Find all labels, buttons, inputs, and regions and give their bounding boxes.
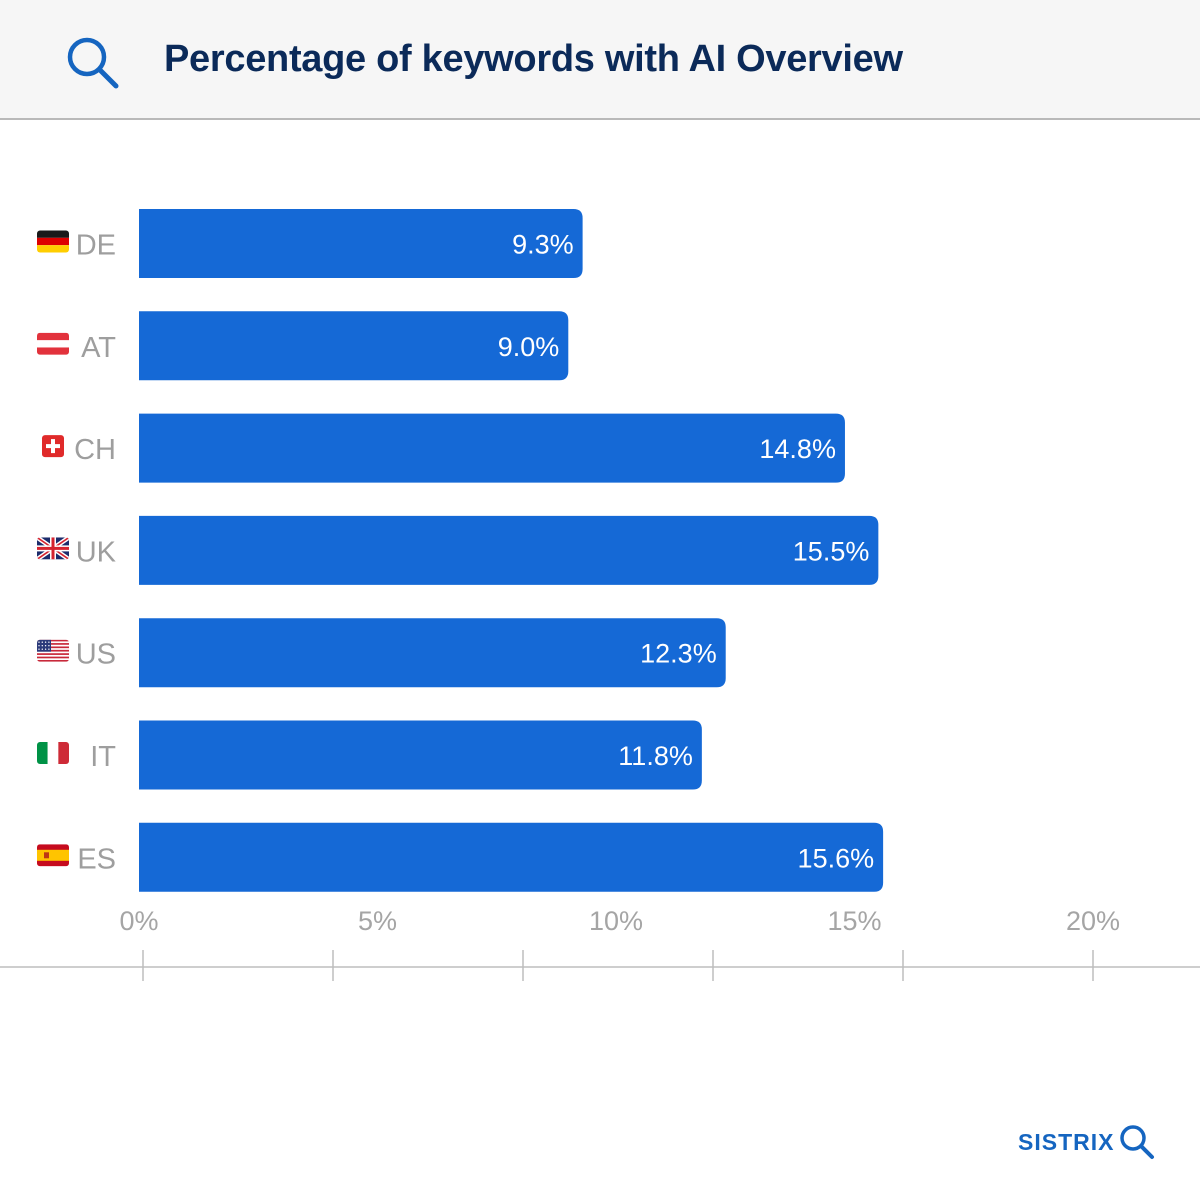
data-label-it: 11.8% <box>618 741 693 771</box>
bar-uk <box>139 515 879 585</box>
data-label-at: 9.0% <box>498 332 560 362</box>
flag-switzerland-icon <box>42 435 64 458</box>
category-label-us: US <box>76 639 116 671</box>
flag-united-states-icon <box>37 639 69 662</box>
category-label-ch: CH <box>74 434 116 466</box>
flag-united-kingdom-icon <box>37 537 69 560</box>
magnifier-icon <box>1120 1125 1155 1159</box>
search-icon <box>67 37 119 89</box>
page-title: Percentage of keywords with AI Overview <box>164 38 903 80</box>
brand-logo: SISTRIX <box>1018 1122 1156 1162</box>
x-tick-label: 5% <box>358 906 397 936</box>
bar-es <box>139 822 884 892</box>
x-tick-label: 0% <box>119 906 158 936</box>
x-tick-label: 20% <box>1066 906 1120 936</box>
bar-de <box>139 209 583 278</box>
flag-spain-icon <box>37 844 69 867</box>
category-label-es: ES <box>77 843 116 875</box>
flag-austria-icon <box>37 332 69 355</box>
bar-at <box>139 311 569 381</box>
category-label-uk: UK <box>76 536 117 568</box>
x-tick-label: 10% <box>589 906 643 936</box>
bar-it <box>139 720 702 790</box>
data-label-us: 12.3% <box>640 639 717 669</box>
data-label-ch: 14.8% <box>759 434 836 464</box>
brand-name: SISTRIX <box>1018 1128 1115 1155</box>
category-label-at: AT <box>81 332 116 364</box>
header: Percentage of keywords with AI Overview <box>0 0 1200 120</box>
category-label-it: IT <box>90 741 116 773</box>
data-label-es: 15.6% <box>798 843 875 873</box>
bar-us <box>139 618 726 688</box>
data-label-de: 9.3% <box>512 230 574 260</box>
data-label-uk: 15.5% <box>793 536 870 566</box>
flag-germany-icon <box>37 230 69 253</box>
flag-italy-icon <box>37 742 69 764</box>
x-tick-label: 15% <box>827 906 881 936</box>
category-label-de: DE <box>76 230 116 262</box>
bar-ch <box>139 413 845 483</box>
